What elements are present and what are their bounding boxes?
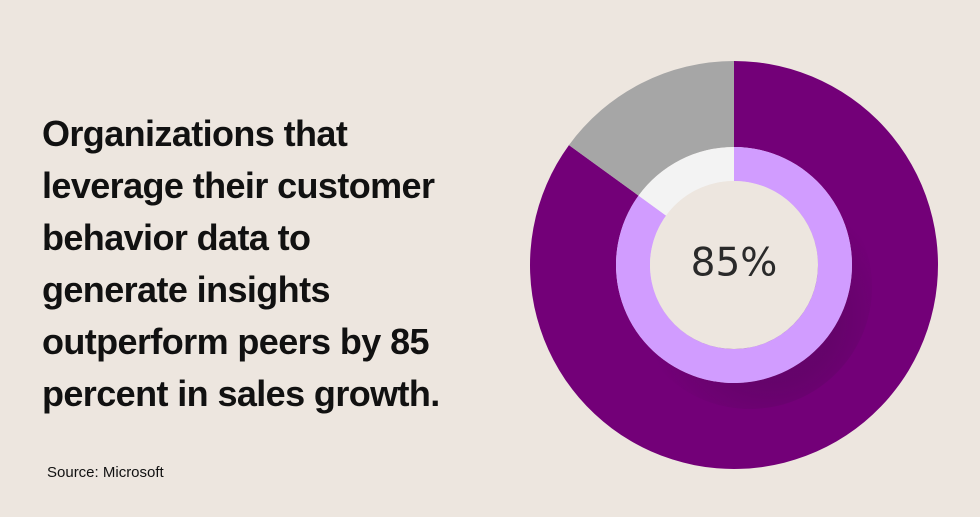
headline-line-4: generate insights [42, 269, 330, 310]
inner-ring-slice-remainder [638, 147, 734, 216]
donut-rings [529, 60, 938, 469]
source-note: Source: Microsoft [47, 464, 164, 481]
headline-text: Organizations that leverage their custom… [42, 108, 502, 420]
outer-ring-slice-remainder [568, 60, 734, 196]
center-percentage-label: 85% [691, 241, 778, 286]
headline-line-3: behavior data to [42, 217, 311, 258]
headline-line-1: Organizations that [42, 113, 348, 154]
headline-line-2: leverage their customer [42, 165, 435, 206]
headline-line-6: percent in sales growth. [42, 373, 440, 414]
donut-center-hole [650, 181, 818, 349]
headline-line-5: outperform peers by 85 [42, 321, 430, 362]
